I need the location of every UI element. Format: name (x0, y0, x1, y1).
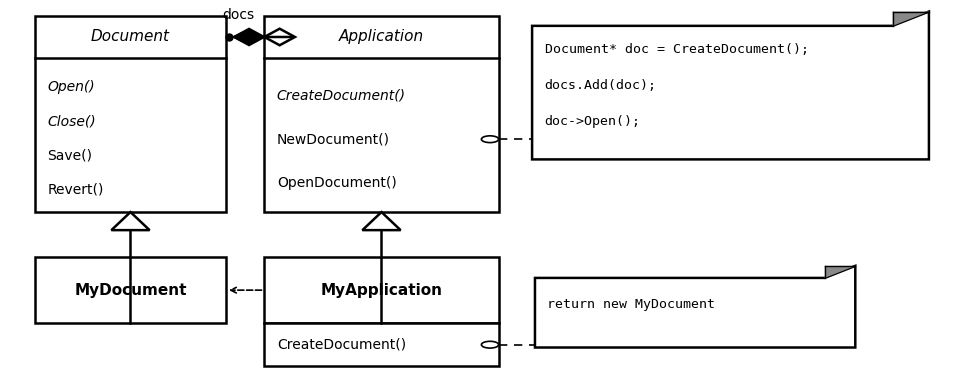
Text: Document* doc = CreateDocument();: Document* doc = CreateDocument(); (545, 43, 808, 56)
Polygon shape (825, 266, 855, 278)
Bar (35, 257, 226, 323)
Text: Application: Application (339, 30, 424, 44)
Text: docs.Add(doc);: docs.Add(doc); (545, 79, 657, 92)
Text: NewDocument(): NewDocument() (277, 132, 389, 146)
Text: Save(): Save() (47, 149, 92, 163)
Text: Close(): Close() (47, 114, 96, 128)
Text: CreateDocument(): CreateDocument() (277, 88, 406, 102)
Text: Open(): Open() (47, 80, 95, 94)
Text: CreateDocument(): CreateDocument() (277, 338, 406, 352)
Polygon shape (893, 11, 929, 26)
Polygon shape (363, 212, 401, 230)
Text: Revert(): Revert() (47, 183, 104, 197)
Text: docs: docs (222, 8, 254, 22)
Text: doc->Open();: doc->Open(); (545, 115, 641, 128)
Polygon shape (234, 29, 265, 45)
Text: OpenDocument(): OpenDocument() (277, 176, 396, 190)
Text: Document: Document (91, 30, 170, 44)
Polygon shape (265, 29, 295, 45)
Polygon shape (535, 266, 855, 348)
Text: return new MyDocument: return new MyDocument (548, 298, 715, 311)
Text: MyApplication: MyApplication (320, 283, 442, 298)
Polygon shape (111, 212, 150, 230)
Text: MyDocument: MyDocument (74, 283, 187, 298)
Bar (35, 16, 226, 212)
Bar (265, 323, 499, 366)
Bar (265, 257, 499, 323)
Polygon shape (532, 11, 929, 160)
Bar (265, 16, 499, 212)
